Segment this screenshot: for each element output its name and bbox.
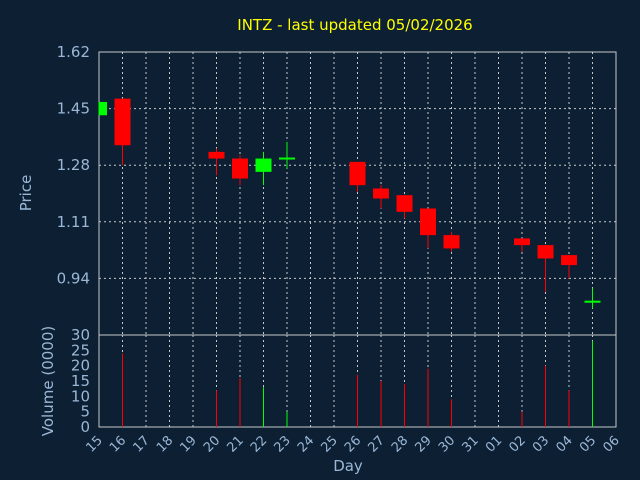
volume-tick-label: 0: [80, 418, 90, 436]
candle-body: [232, 158, 248, 179]
candle-body: [99, 101, 107, 116]
candle-body: [208, 151, 225, 159]
candle-28: [396, 195, 413, 219]
price-axis-ticks: 1.62 1.45 1.28 1.11 0.94: [57, 43, 90, 287]
volume-axis-label: Volume (0000): [39, 326, 57, 436]
candle-body: [537, 245, 554, 259]
day-tick-label: 27: [366, 433, 388, 455]
day-tick-label: 28: [389, 433, 411, 455]
candle-body: [396, 195, 413, 212]
day-axis-ticks: 15 16 17 18 19 20 21 22 23 24 25 26 27 28 29 30 31 01 02 03…: [84, 433, 623, 455]
day-tick-label: 25: [319, 433, 341, 455]
day-tick-label: 18: [154, 433, 176, 455]
candle-body: [514, 238, 530, 246]
candle-15: [98, 101, 107, 116]
candle-body: [584, 300, 601, 303]
day-tick-label: 15: [84, 433, 106, 455]
candle-02: [514, 238, 530, 252]
day-tick-label: 05: [577, 433, 599, 455]
candle-body: [443, 235, 460, 249]
candle-body: [279, 157, 295, 160]
candle-21: [232, 155, 248, 186]
volume-tick-label: 10: [71, 387, 90, 405]
x-axis-label: Day: [333, 457, 363, 475]
day-tick-label: 17: [131, 433, 153, 455]
candle-23: [279, 141, 295, 169]
day-tick-label: 20: [201, 433, 223, 455]
candle-body: [114, 98, 131, 146]
volume-tick-label: 25: [71, 341, 90, 359]
day-tick-label: 06: [601, 433, 623, 455]
candle-body: [561, 255, 577, 266]
day-tick-label: 19: [178, 433, 200, 455]
day-tick-label: 29: [413, 433, 435, 455]
candle-04: [561, 255, 577, 279]
candle-body: [349, 161, 366, 186]
price-grid: [99, 52, 616, 335]
day-tick-label: 31: [460, 433, 482, 455]
candle-30: [443, 231, 460, 252]
candle-body: [373, 188, 389, 199]
candle-26: [349, 161, 366, 192]
candle-20: [208, 148, 225, 176]
volume-tick-label: 5: [80, 403, 90, 421]
candle-body: [420, 208, 436, 236]
candle-29: [420, 208, 436, 249]
candle-27: [373, 185, 389, 209]
day-tick-label: 26: [342, 433, 364, 455]
price-tick-label: 1.11: [57, 213, 90, 231]
chart-title: INTZ - last updated 05/02/2026: [237, 16, 472, 34]
day-tick-label: 22: [248, 433, 270, 455]
day-tick-label: 16: [107, 433, 129, 455]
day-tick-label: 02: [507, 433, 529, 455]
day-tick-label: 01: [483, 433, 505, 455]
day-tick-label: 24: [295, 433, 317, 455]
day-tick-label: 30: [436, 433, 458, 455]
price-candles: [98, 98, 601, 309]
price-axis-label: Price: [17, 175, 35, 212]
volume-tick-label: 30: [71, 326, 90, 344]
candle-body: [255, 158, 272, 172]
volume-tick-label: 20: [71, 357, 90, 375]
price-tick-label: 1.62: [57, 43, 90, 61]
price-tick-label: 1.28: [57, 156, 90, 174]
candle-05: [584, 288, 601, 309]
price-tick-label: 1.45: [57, 100, 90, 118]
volume-bars: [122, 341, 593, 427]
volume-tick-label: 15: [71, 372, 90, 390]
day-tick-label: 23: [272, 433, 294, 455]
day-tick-label: 03: [530, 433, 552, 455]
price-tick-label: 0.94: [57, 269, 90, 287]
candle-03: [537, 245, 554, 292]
candle-22: [255, 151, 272, 186]
day-tick-label: 21: [225, 433, 247, 455]
candle-16: [114, 98, 131, 166]
day-tick-label: 04: [554, 433, 576, 455]
